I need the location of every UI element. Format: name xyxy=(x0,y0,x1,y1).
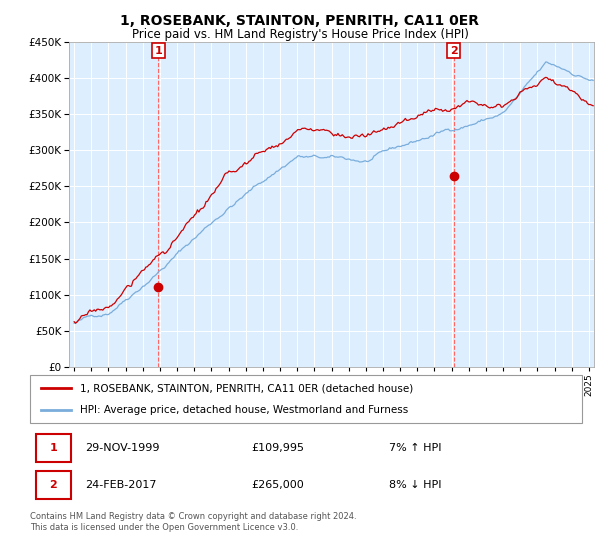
Text: 8% ↓ HPI: 8% ↓ HPI xyxy=(389,480,442,490)
Text: £109,995: £109,995 xyxy=(251,442,304,452)
Text: 24-FEB-2017: 24-FEB-2017 xyxy=(85,480,157,490)
Text: 1: 1 xyxy=(155,45,162,55)
FancyBboxPatch shape xyxy=(35,471,71,499)
Text: 2: 2 xyxy=(450,45,458,55)
Text: 7% ↑ HPI: 7% ↑ HPI xyxy=(389,442,442,452)
Text: 29-NOV-1999: 29-NOV-1999 xyxy=(85,442,160,452)
Text: Price paid vs. HM Land Registry's House Price Index (HPI): Price paid vs. HM Land Registry's House … xyxy=(131,28,469,41)
Text: 1, ROSEBANK, STAINTON, PENRITH, CA11 0ER: 1, ROSEBANK, STAINTON, PENRITH, CA11 0ER xyxy=(121,14,479,28)
Text: Contains HM Land Registry data © Crown copyright and database right 2024.
This d: Contains HM Land Registry data © Crown c… xyxy=(30,512,356,532)
FancyBboxPatch shape xyxy=(35,433,71,461)
FancyBboxPatch shape xyxy=(30,375,582,423)
Text: 1, ROSEBANK, STAINTON, PENRITH, CA11 0ER (detached house): 1, ROSEBANK, STAINTON, PENRITH, CA11 0ER… xyxy=(80,383,413,393)
Text: 2: 2 xyxy=(50,480,58,490)
Text: HPI: Average price, detached house, Westmorland and Furness: HPI: Average price, detached house, West… xyxy=(80,405,408,415)
Text: 1: 1 xyxy=(50,442,58,452)
Text: £265,000: £265,000 xyxy=(251,480,304,490)
